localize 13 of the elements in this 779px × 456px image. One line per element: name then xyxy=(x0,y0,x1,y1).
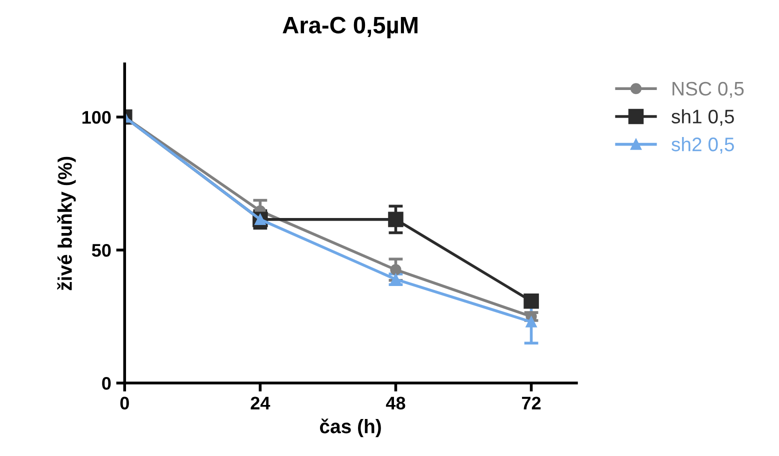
y-tick-label: 0 xyxy=(102,376,111,390)
y-axis-title: živé buňky (%) xyxy=(57,156,76,290)
x-tick-label: 0 xyxy=(120,396,129,410)
y-tick-label: 50 xyxy=(92,244,111,257)
legend-label: sh1 0,5 xyxy=(672,109,734,126)
legend-label: sh2 0,5 xyxy=(672,137,734,154)
legend-label: NSC 0,5 xyxy=(672,82,744,98)
y-tick-label: 100 xyxy=(82,110,111,124)
x-tick-label: 48 xyxy=(386,396,406,410)
x-tick-label: 24 xyxy=(250,396,270,410)
x-axis-title: čas (h) xyxy=(320,418,381,438)
chart-title: Ara-C 0,5µM xyxy=(282,16,418,38)
x-tick-label: 72 xyxy=(522,396,541,410)
